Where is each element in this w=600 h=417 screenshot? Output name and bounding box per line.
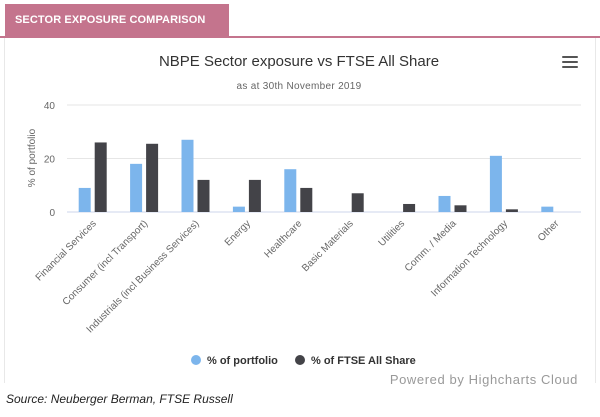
x-tick-label: Energy [223,218,253,248]
x-tick-label: Healthcare [262,218,304,260]
bars [78,139,554,212]
bar-ftse-7[interactable] [454,205,467,212]
x-tick-label: Utilities [377,218,408,249]
bar-ftse-1[interactable] [146,143,159,212]
chart-panel [4,38,596,383]
x-tick-label: Industrials (incl Business Services) [85,218,202,335]
y-axis-label: % of portfolio [27,128,38,187]
bar-portfolio-9[interactable] [541,206,554,212]
legend-label: % of FTSE All Share [311,355,416,367]
y-tick-label: 40 [44,101,56,112]
y-tick-label: 20 [44,155,56,166]
bar-portfolio-2[interactable] [181,139,194,212]
header-rule [0,36,600,38]
section-tab: SECTOR EXPOSURE COMPARISON [5,4,229,37]
legend-label: % of portfolio [207,355,278,367]
y-tick-label: 0 [49,208,55,219]
y-tick-labels: 0 20 40 [44,101,56,219]
bar-portfolio-1[interactable] [130,163,143,212]
source-note: Source: Neuberger Berman, FTSE Russell [6,392,233,406]
legend-item-ftse[interactable]: % of FTSE All Share [295,355,416,367]
bar-ftse-3[interactable] [248,179,261,212]
x-tick-label: Other [536,218,562,244]
menu-icon[interactable] [562,56,578,70]
legend[interactable]: % of portfolio % of FTSE All Share [191,355,416,367]
bar-ftse-0[interactable] [94,142,107,212]
bar-portfolio-4[interactable] [284,169,297,212]
credits-link[interactable]: Powered by Highcharts Cloud [390,372,578,387]
chart-subtitle: as at 30th November 2019 [236,81,361,92]
chart-title: NBPE Sector exposure vs FTSE All Share [159,53,439,70]
bar-portfolio-8[interactable] [489,155,502,212]
bar-portfolio-0[interactable] [78,187,91,212]
bar-ftse-6[interactable] [403,203,416,212]
x-tick-label: Comm. / Media [403,218,459,274]
x-tick-label: Basic Materials [300,218,356,274]
grid-lines [67,104,581,213]
legend-marker [191,355,201,365]
bar-ftse-8[interactable] [505,209,518,212]
bar-ftse-5[interactable] [351,193,364,212]
bar-ftse-4[interactable] [300,187,313,212]
bar-ftse-2[interactable] [197,179,210,212]
legend-item-portfolio[interactable]: % of portfolio [191,355,278,367]
bar-portfolio-7[interactable] [438,195,451,212]
bar-chart: NBPE Sector exposure vs FTSE All Share a… [27,53,581,387]
bar-portfolio-3[interactable] [232,206,245,212]
x-tick-label: Consumer (incl Transport) [61,218,151,308]
legend-marker [295,355,305,365]
